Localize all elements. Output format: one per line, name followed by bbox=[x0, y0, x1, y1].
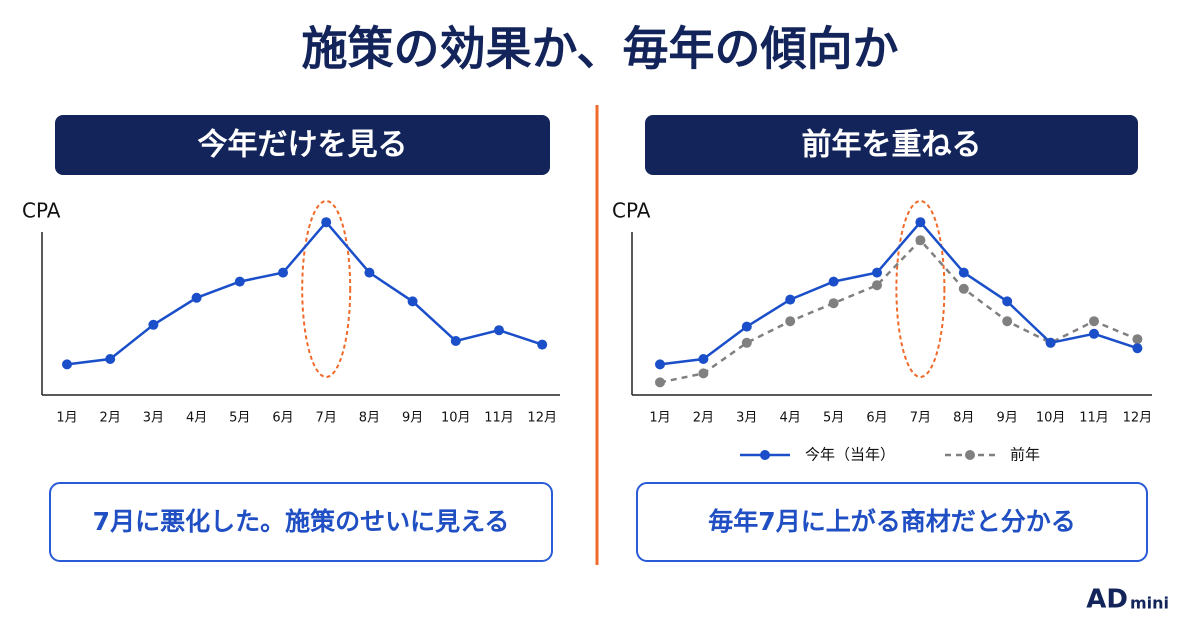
x-tick-label: 9月 bbox=[402, 411, 423, 426]
point bbox=[537, 339, 548, 350]
x-tick-label: 2月 bbox=[100, 411, 121, 426]
panel-header bbox=[645, 115, 1138, 175]
x-tick-label: 2月 bbox=[693, 411, 714, 426]
annotation-box bbox=[636, 482, 1148, 562]
line bbox=[659, 220, 1138, 366]
point bbox=[655, 359, 665, 370]
legend-marker bbox=[965, 450, 975, 460]
point bbox=[1089, 316, 1099, 327]
point bbox=[828, 298, 839, 309]
x-tick-label: 6月 bbox=[272, 411, 293, 426]
point bbox=[785, 294, 796, 305]
highlight bbox=[895, 200, 946, 378]
x-tick-label: 10月 bbox=[441, 411, 471, 426]
annotation: 7月に悪化した。施策のせいに見える bbox=[93, 507, 510, 536]
x-tick-label: 3月 bbox=[736, 411, 757, 426]
point bbox=[321, 217, 332, 228]
point bbox=[741, 337, 752, 348]
x-tick-label: 9月 bbox=[997, 411, 1018, 426]
annotation: 毎年7月に上がる商材だと分かる bbox=[708, 507, 1075, 536]
x-tick-label: 12月 bbox=[1123, 411, 1153, 426]
line bbox=[66, 220, 543, 366]
x-tick-label: 1月 bbox=[649, 411, 670, 426]
x-tick-label: 3月 bbox=[143, 411, 164, 426]
x-tick-label: 10月 bbox=[1036, 411, 1066, 426]
point bbox=[191, 292, 202, 303]
x-tick-label: 5月 bbox=[229, 411, 250, 426]
point bbox=[958, 267, 969, 278]
point bbox=[234, 276, 245, 287]
y-axis-label: CPA bbox=[22, 199, 61, 223]
legend-label: 今年（当年） bbox=[805, 446, 895, 464]
x-tick-label: 8月 bbox=[359, 411, 380, 426]
point bbox=[278, 267, 288, 278]
point bbox=[655, 377, 665, 388]
point bbox=[1045, 337, 1056, 348]
x-tick-label: 5月 bbox=[823, 411, 844, 426]
page-title: 施策の効果か、毎年の傾向か bbox=[301, 22, 898, 76]
panel-title: 今年だけを見る bbox=[198, 128, 408, 163]
point bbox=[872, 280, 882, 291]
x-tick-label: 8月 bbox=[953, 411, 974, 426]
y-axis-label: CPA bbox=[612, 199, 651, 223]
point bbox=[364, 267, 375, 278]
x-tick-label: 11月 bbox=[484, 411, 514, 426]
point bbox=[958, 283, 969, 294]
point bbox=[828, 276, 839, 287]
panel-title: 前年を重ねる bbox=[802, 128, 982, 163]
point bbox=[872, 267, 882, 278]
point bbox=[148, 319, 159, 330]
x-tick-label: 12月 bbox=[527, 411, 557, 426]
x-tick-label: 4月 bbox=[780, 411, 801, 426]
x-tick-label: 6月 bbox=[866, 411, 887, 426]
point bbox=[62, 359, 72, 370]
point bbox=[105, 354, 116, 364]
x-tick-label: 1月 bbox=[56, 411, 77, 426]
point bbox=[915, 217, 926, 228]
x-tick-label: 4月 bbox=[186, 411, 207, 426]
logo: AD bbox=[1086, 585, 1128, 615]
x-tick-label: 7月 bbox=[316, 411, 337, 426]
legend-label: 前年 bbox=[1010, 446, 1040, 464]
point bbox=[1132, 343, 1143, 354]
line bbox=[659, 238, 1138, 384]
point bbox=[1002, 296, 1013, 307]
point bbox=[1002, 316, 1013, 327]
highlight bbox=[301, 200, 352, 378]
point bbox=[698, 354, 709, 364]
point bbox=[450, 336, 461, 346]
logo-sub: mini bbox=[1130, 594, 1169, 613]
point bbox=[915, 235, 926, 246]
point bbox=[494, 325, 504, 336]
panel-header bbox=[55, 115, 550, 175]
point bbox=[785, 316, 796, 327]
annotation-box bbox=[49, 482, 553, 562]
point bbox=[1089, 328, 1099, 339]
point bbox=[407, 296, 418, 307]
x-tick-label: 7月 bbox=[910, 411, 931, 426]
point bbox=[698, 368, 709, 379]
point bbox=[1132, 334, 1143, 345]
legend-marker bbox=[760, 450, 770, 460]
x-tick-label: 11月 bbox=[1079, 411, 1109, 426]
point bbox=[741, 321, 752, 332]
